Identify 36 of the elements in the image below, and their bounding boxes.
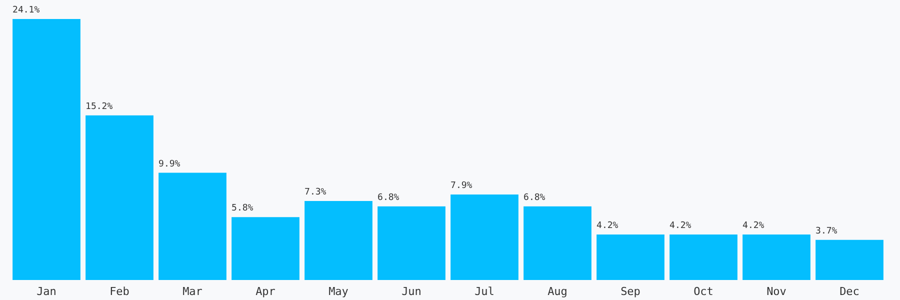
data-label: 3.7% [816,226,838,236]
data-label: 15.2% [86,102,114,112]
x-tick-label: Sep [620,285,640,298]
data-label: 9.9% [158,159,181,170]
data-label: 7.9% [450,180,473,191]
x-tick-label: Mar [182,285,203,298]
bar [524,206,592,280]
data-label: 4.2% [742,221,765,232]
bar [232,217,300,280]
x-tick-label: Feb [110,285,130,298]
data-label: 7.3% [304,187,327,198]
x-tick-label: Jun [402,285,422,298]
x-tick-label: Aug [548,285,568,298]
bar [596,234,664,280]
x-tick-label: Dec [840,285,860,298]
bar [304,200,372,280]
x-tick-label: Nov [766,285,787,298]
x-tick-label: Oct [694,285,714,298]
x-tick-label: Jan [36,285,56,298]
data-label: 6.8% [524,192,546,203]
data-label: 4.2% [670,221,692,232]
bar [450,194,518,280]
bar [670,234,738,280]
bar [86,115,154,280]
bar [378,206,446,280]
x-tick-label: Apr [256,285,276,298]
bar [742,234,810,280]
x-tick-label: Jul [474,285,494,298]
x-tick-label: May [328,285,349,298]
data-label: 24.1% [12,6,40,16]
data-label: 4.2% [596,221,619,232]
data-label: 5.8% [232,204,254,214]
data-label: 6.8% [378,192,400,203]
bar [12,19,80,280]
bar [158,172,226,280]
bar [816,240,884,280]
